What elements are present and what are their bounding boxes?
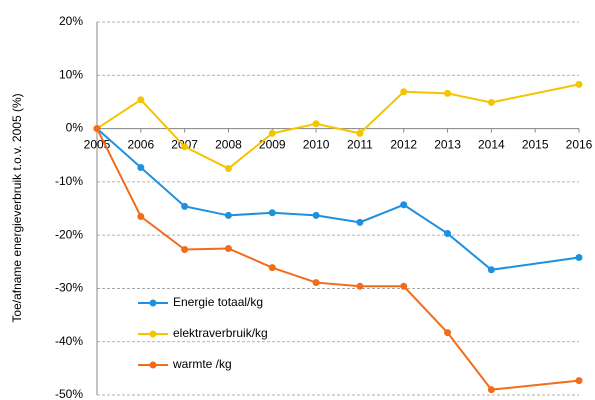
- data-point: [268, 264, 276, 272]
- y-tick-label: 0%: [66, 121, 84, 135]
- x-tick-label: 2011: [347, 138, 373, 152]
- data-point: [356, 218, 364, 226]
- data-point: [224, 165, 232, 173]
- data-point: [137, 96, 145, 104]
- y-tick-label: -20%: [55, 227, 83, 241]
- x-tick-label: 2013: [434, 138, 461, 152]
- x-tick-label: 2012: [390, 138, 417, 152]
- legend-label: warmte /kg: [172, 357, 232, 371]
- legend-marker: [149, 330, 157, 338]
- data-point: [181, 202, 189, 210]
- data-point: [487, 98, 495, 106]
- data-point: [400, 282, 408, 290]
- legend-marker: [149, 361, 157, 369]
- data-point: [181, 143, 189, 151]
- series-line: [96, 127, 580, 271]
- data-point: [400, 201, 408, 209]
- data-point: [137, 163, 145, 171]
- y-tick-label: -50%: [55, 387, 83, 400]
- data-point: [137, 212, 145, 220]
- data-point: [444, 329, 452, 337]
- legend-label: Energie totaal/kg: [173, 295, 263, 309]
- x-tick-label: 2009: [259, 138, 286, 152]
- y-tick-label: -40%: [55, 334, 83, 348]
- data-point: [400, 88, 408, 96]
- x-tick-label: 2014: [478, 138, 505, 152]
- series-line: [96, 128, 580, 391]
- data-point: [312, 120, 320, 128]
- data-point: [487, 386, 495, 394]
- y-tick-label: 10%: [59, 67, 83, 81]
- data-point: [575, 254, 583, 262]
- data-point: [575, 80, 583, 88]
- y-tick-label: 20%: [59, 14, 83, 28]
- legend-label: elektraverbruik/kg: [173, 326, 268, 340]
- data-point: [356, 129, 364, 137]
- data-point: [93, 125, 101, 133]
- data-point: [312, 279, 320, 287]
- data-point: [487, 266, 495, 274]
- data-point: [224, 211, 232, 219]
- data-point: [224, 244, 232, 252]
- series-line: [96, 83, 580, 170]
- x-tick-label: 2010: [303, 138, 330, 152]
- data-point: [444, 230, 452, 238]
- y-tick-label: -30%: [55, 281, 83, 295]
- data-point: [268, 129, 276, 137]
- y-axis-label: Toe/afname energieverbruik t.o.v. 2005 (…: [10, 93, 24, 322]
- legend-marker: [149, 299, 157, 307]
- x-tick-label: 2006: [127, 138, 154, 152]
- y-tick-label: -10%: [55, 174, 83, 188]
- data-point: [181, 246, 189, 254]
- data-point: [312, 211, 320, 219]
- data-point: [356, 282, 364, 290]
- x-tick-label: 2015: [522, 138, 549, 152]
- data-point: [444, 89, 452, 97]
- x-tick-label: 2016: [566, 138, 593, 152]
- data-point: [268, 209, 276, 217]
- x-tick-label: 2008: [215, 138, 242, 152]
- data-point: [575, 377, 583, 385]
